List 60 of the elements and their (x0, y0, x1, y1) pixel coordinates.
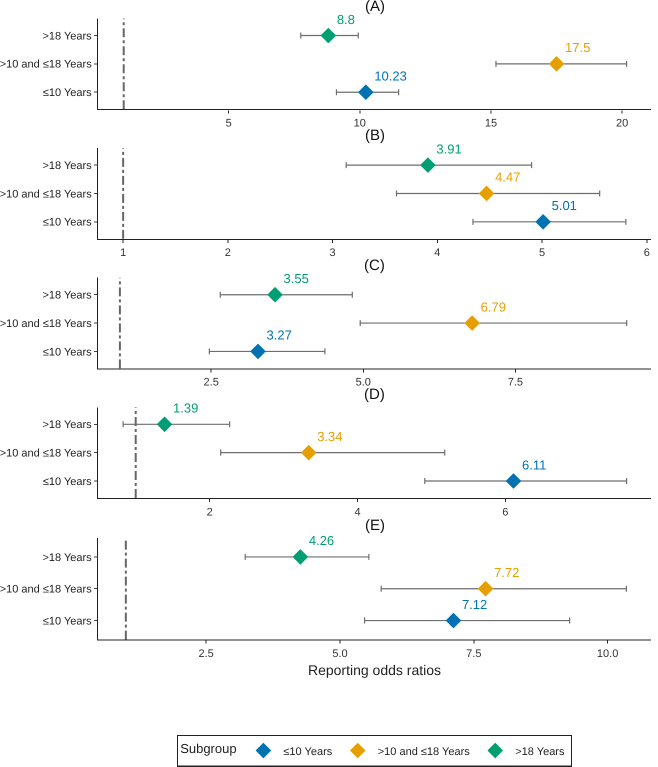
data-label: 6.79 (480, 299, 506, 314)
y-tick-label: >10 and ≤18 Years (0, 584, 92, 596)
x-tick-label: 2.5 (198, 648, 214, 660)
x-tick-label: 10 (354, 118, 366, 130)
data-label: 4.47 (495, 170, 520, 185)
y-tick-label: >18 Years (42, 419, 92, 432)
y-tick-label: >10 and ≤18 Years (0, 448, 92, 460)
y-tick-label: >18 Years (42, 30, 92, 42)
data-label: 3.91 (436, 141, 462, 156)
x-tick-label: 5.0 (356, 376, 371, 389)
data-label: 17.5 (565, 40, 590, 56)
y-tick-label: ≤10 Years (42, 615, 92, 628)
data-label: 3.55 (284, 270, 309, 286)
chart-title: (E) (365, 517, 385, 534)
y-tick-label: >18 Years (42, 290, 92, 302)
chart-title: (C) (364, 257, 385, 274)
chart-title: (A) (365, 0, 385, 15)
y-tick-label: ≤10 Years (42, 216, 92, 229)
data-label: 7.72 (494, 564, 520, 580)
chart-title: (D) (364, 386, 385, 403)
data-label: 7.12 (462, 596, 488, 612)
x-tick-label: 4 (354, 506, 361, 518)
data-label: 1.39 (173, 400, 198, 416)
x-tick-label: 1 (120, 247, 126, 260)
data-label: 5.01 (552, 198, 577, 214)
x-tick-label: 6 (502, 506, 508, 518)
legend-title: Subgroup (180, 740, 237, 756)
y-tick-label: ≤10 Years (42, 476, 92, 488)
y-tick-label: >18 Years (42, 160, 92, 172)
x-tick-label: 2.5 (204, 376, 219, 389)
data-label: 8.8 (336, 12, 355, 27)
x-axis-title: Reporting odds ratios (308, 662, 442, 678)
x-tick-label: 15 (484, 118, 498, 130)
y-tick-label: >18 Years (42, 552, 92, 564)
x-tick-label: 10.0 (596, 648, 618, 660)
y-tick-label: ≤10 Years (42, 346, 92, 358)
data-label: 4.26 (308, 533, 334, 548)
x-tick-label: 2 (206, 506, 213, 518)
y-tick-label: >10 and ≤18 Years (0, 188, 92, 200)
data-label: 10.23 (374, 68, 407, 84)
x-tick-label: 3 (330, 247, 336, 260)
x-tick-label: 7.5 (508, 376, 523, 389)
x-tick-label: 7.5 (466, 648, 482, 660)
data-label: 3.34 (317, 428, 343, 444)
y-tick-label: >10 and ≤18 Years (0, 58, 92, 71)
x-tick-label: 5 (226, 118, 232, 130)
chart-title: (B) (365, 127, 385, 144)
legend-label: >18 Years (515, 746, 565, 758)
x-tick-label: 20 (616, 118, 628, 130)
x-tick-label: 5 (539, 247, 546, 260)
x-tick-label: 6 (644, 247, 650, 260)
data-label: 3.27 (266, 328, 292, 343)
x-tick-label: 2 (224, 247, 231, 260)
legend-label: ≤10 Years (283, 746, 333, 758)
y-tick-label: ≤10 Years (42, 87, 92, 100)
x-tick-label: 4 (434, 247, 440, 260)
x-tick-label: 5.0 (332, 648, 348, 660)
data-label: 6.11 (522, 457, 546, 472)
y-tick-label: >10 and ≤18 Years (0, 318, 92, 330)
legend-label: >10 and ≤18 Years (378, 746, 470, 758)
